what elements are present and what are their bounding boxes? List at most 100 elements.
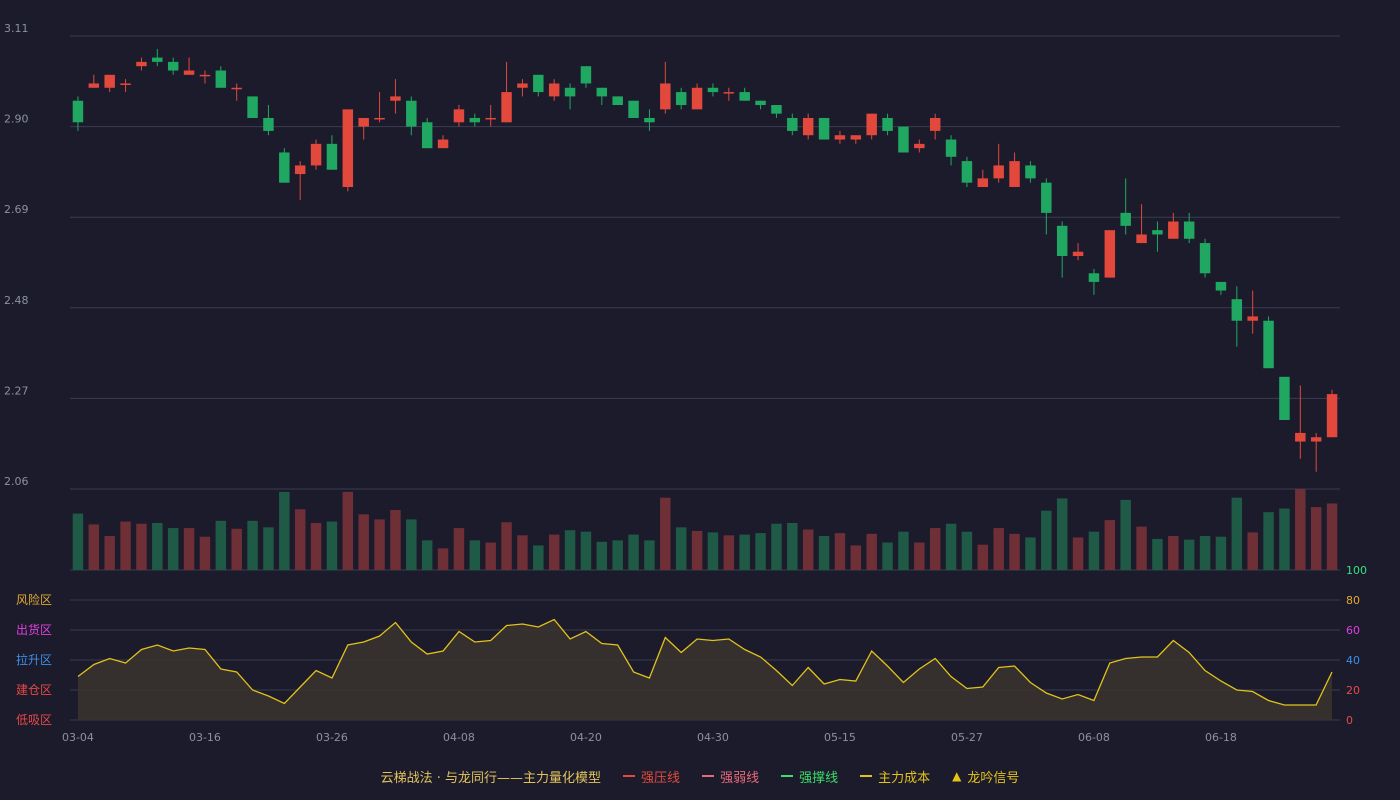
volume-bar: [1168, 536, 1179, 570]
candle-body: [1056, 225, 1068, 257]
candle: [628, 100, 639, 118]
candle-body: [787, 117, 798, 131]
volume-bar: [294, 509, 306, 570]
candle: [199, 70, 211, 84]
candle: [310, 139, 322, 170]
legend-item-strength[interactable]: 强弱线: [702, 767, 759, 786]
zone-label: 建仓区: [16, 683, 52, 697]
candle: [406, 96, 417, 136]
candle-body: [342, 109, 354, 187]
candle-body: [183, 70, 195, 75]
candle: [1041, 178, 1052, 235]
volume-bar: [469, 540, 481, 570]
legend-item-support[interactable]: 强撑线: [781, 767, 838, 786]
candle-body: [167, 61, 179, 71]
oscillator-tick-label: 80: [1346, 594, 1360, 607]
candle: [691, 83, 703, 110]
candle-body: [755, 100, 766, 106]
oscillator-tick-label: 100: [1346, 564, 1367, 577]
candle: [882, 113, 893, 136]
candle: [421, 117, 433, 149]
candle-body: [548, 83, 560, 97]
candle: [675, 87, 687, 110]
candle-body: [596, 87, 608, 97]
candle-body: [945, 139, 957, 157]
candle: [120, 79, 131, 93]
volume-bar: [882, 542, 893, 570]
candlesticks: [72, 48, 1338, 472]
candle-body: [707, 87, 719, 93]
candle: [374, 92, 385, 123]
candle-body: [723, 92, 735, 94]
candle-body: [580, 66, 592, 84]
candle: [1295, 385, 1306, 459]
candle: [644, 109, 655, 131]
candle-body: [1168, 221, 1179, 239]
candle: [533, 74, 544, 97]
candle: [977, 169, 989, 187]
candle: [1310, 432, 1322, 472]
legend-label: 强压线: [641, 770, 681, 786]
candle: [787, 113, 798, 136]
cost-line-icon: [860, 775, 873, 777]
volume-bar: [1263, 512, 1274, 570]
candle-body: [564, 87, 576, 97]
candle-body: [1263, 320, 1274, 369]
candle: [1231, 286, 1243, 347]
volume-bar: [406, 519, 417, 570]
date-tick-label: 03-04: [62, 731, 94, 744]
candle-body: [501, 92, 512, 123]
candle: [501, 61, 512, 123]
candle-body: [802, 117, 814, 136]
legend-item-cost[interactable]: 主力成本: [860, 767, 930, 786]
volume-bar: [866, 533, 877, 570]
volume-bar: [326, 521, 338, 570]
legend-title: 云梯战法 · 与龙同行——主力量化模型: [380, 770, 602, 786]
volume-bar: [675, 527, 687, 570]
candle-body: [1279, 376, 1290, 420]
volume-bar: [533, 545, 544, 570]
volume-bar: [1310, 507, 1322, 570]
candle-body: [485, 117, 496, 120]
date-tick-label: 03-16: [189, 731, 221, 744]
candle-body: [1088, 273, 1100, 282]
candle-body: [517, 83, 528, 88]
candle-body: [977, 178, 989, 187]
candle: [358, 117, 369, 140]
candle: [898, 126, 909, 153]
candle: [1104, 230, 1116, 278]
candle-body: [1025, 165, 1036, 179]
candle-body: [898, 126, 909, 153]
triangle-icon: ▲: [952, 769, 962, 783]
candle: [993, 143, 1004, 183]
candle-body: [1199, 243, 1211, 274]
volume-bar: [342, 491, 354, 570]
candle-body: [199, 74, 211, 77]
oscillator-tick-label: 60: [1346, 624, 1360, 637]
volume-bar: [564, 530, 576, 570]
candle-body: [104, 74, 115, 88]
price-tick-label: 2.06: [4, 475, 29, 488]
volume-bar: [1231, 497, 1243, 570]
legend-label: 龙吟信号: [967, 770, 1020, 786]
candle-body: [390, 96, 401, 101]
candle: [1152, 221, 1163, 252]
legend-item-resistance[interactable]: 强压线: [623, 767, 680, 786]
volume-bar: [580, 531, 592, 570]
volume-bar: [1120, 499, 1131, 570]
candle-body: [1152, 230, 1163, 235]
legend-item-signal[interactable]: ▲ 龙吟信号: [952, 767, 1019, 786]
candle: [834, 130, 846, 144]
candle-body: [263, 117, 274, 131]
candle: [961, 156, 973, 187]
candle: [755, 100, 766, 110]
candle: [231, 83, 242, 101]
candle: [104, 74, 115, 93]
candle-body: [771, 105, 782, 114]
candle: [1183, 212, 1195, 244]
candle: [1088, 268, 1100, 295]
volume-bar: [1056, 498, 1068, 570]
candle: [469, 113, 481, 127]
candle: [945, 135, 957, 166]
legend-label: 强弱线: [720, 770, 760, 786]
